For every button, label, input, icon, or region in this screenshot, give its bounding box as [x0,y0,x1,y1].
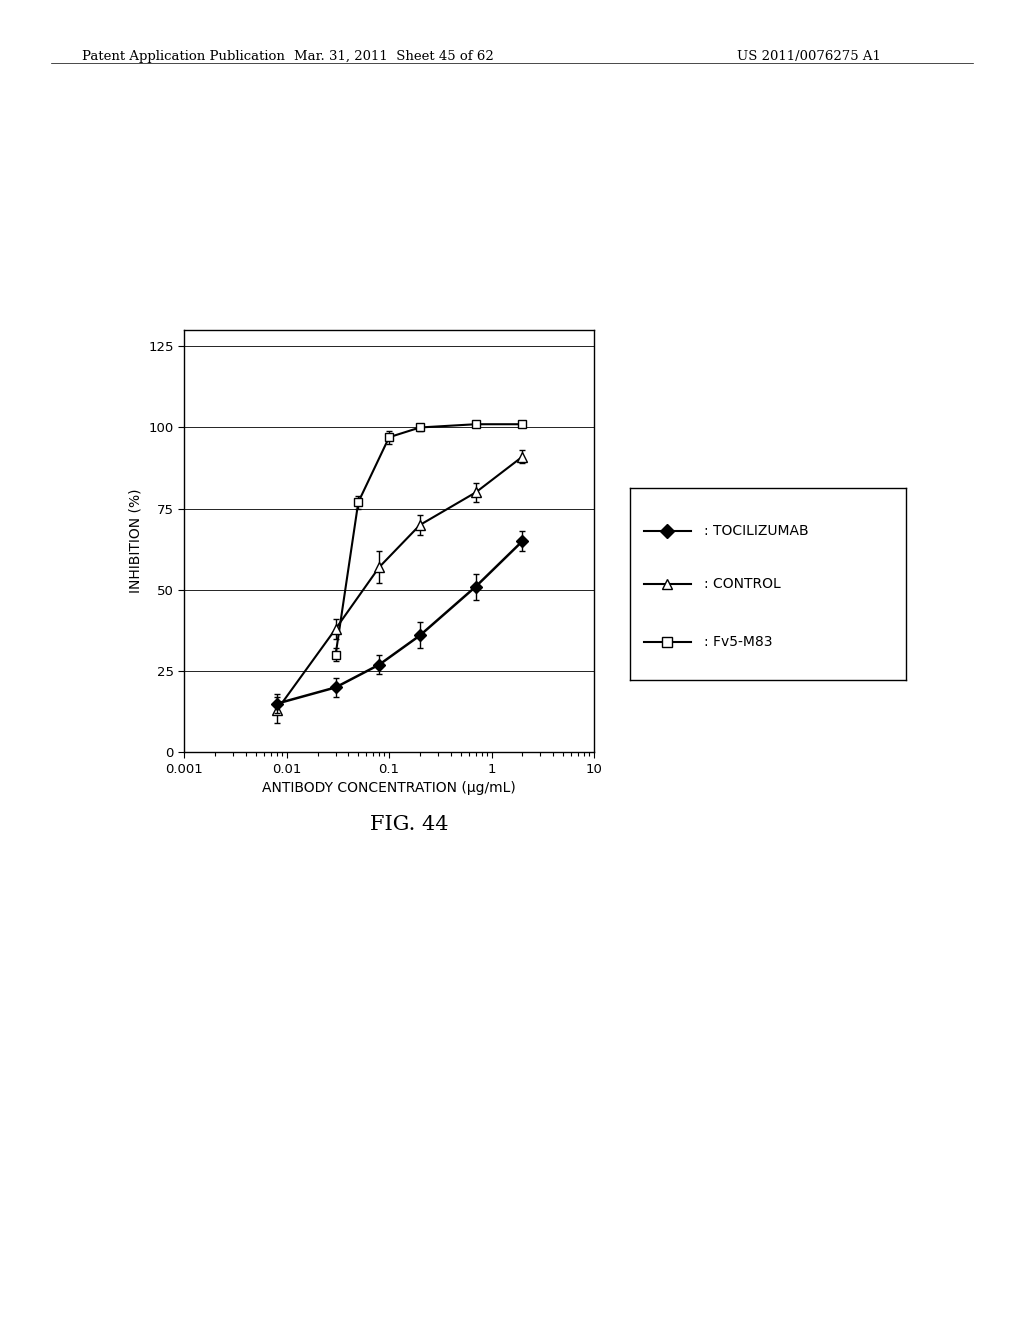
Text: : Fv5-M83: : Fv5-M83 [705,635,773,648]
Text: : CONTROL: : CONTROL [705,577,781,591]
Text: : TOCILIZUMAB: : TOCILIZUMAB [705,524,809,537]
Text: FIG. 44: FIG. 44 [371,816,449,834]
Text: US 2011/0076275 A1: US 2011/0076275 A1 [737,50,882,63]
Text: Patent Application Publication: Patent Application Publication [82,50,285,63]
X-axis label: ANTIBODY CONCENTRATION (μg/mL): ANTIBODY CONCENTRATION (μg/mL) [262,781,516,796]
Text: Mar. 31, 2011  Sheet 45 of 62: Mar. 31, 2011 Sheet 45 of 62 [294,50,495,63]
Y-axis label: INHIBITION (%): INHIBITION (%) [129,488,142,594]
